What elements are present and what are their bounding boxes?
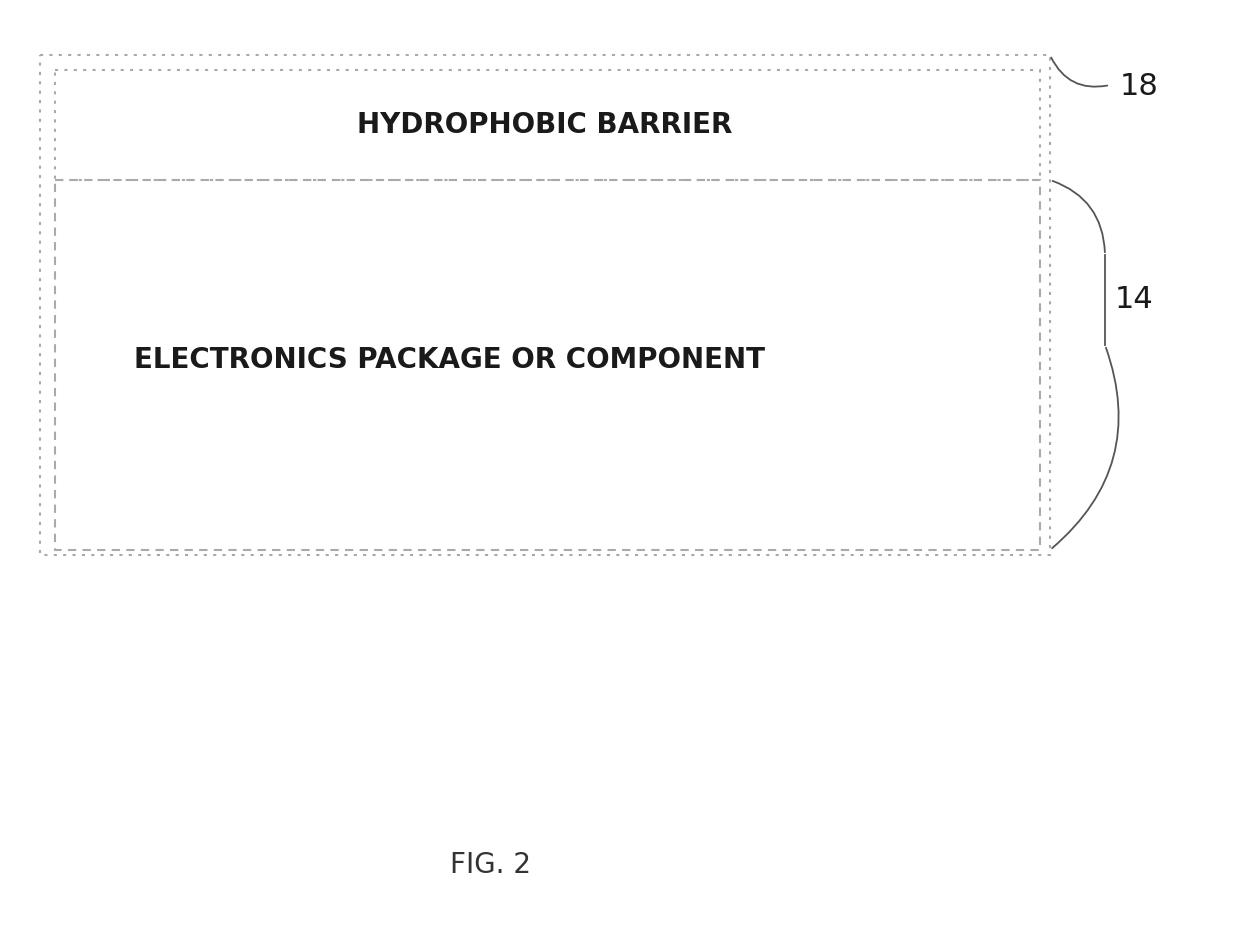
- Text: ELECTRONICS PACKAGE OR COMPONENT: ELECTRONICS PACKAGE OR COMPONENT: [134, 346, 765, 374]
- Bar: [55, 180, 1040, 550]
- Text: 18: 18: [1120, 72, 1159, 101]
- Bar: [55, 70, 1040, 180]
- Text: 14: 14: [1115, 285, 1153, 315]
- Text: HYDROPHOBIC BARRIER: HYDROPHOBIC BARRIER: [357, 111, 733, 139]
- Bar: [40, 55, 1050, 555]
- Text: FIG. 2: FIG. 2: [449, 851, 531, 879]
